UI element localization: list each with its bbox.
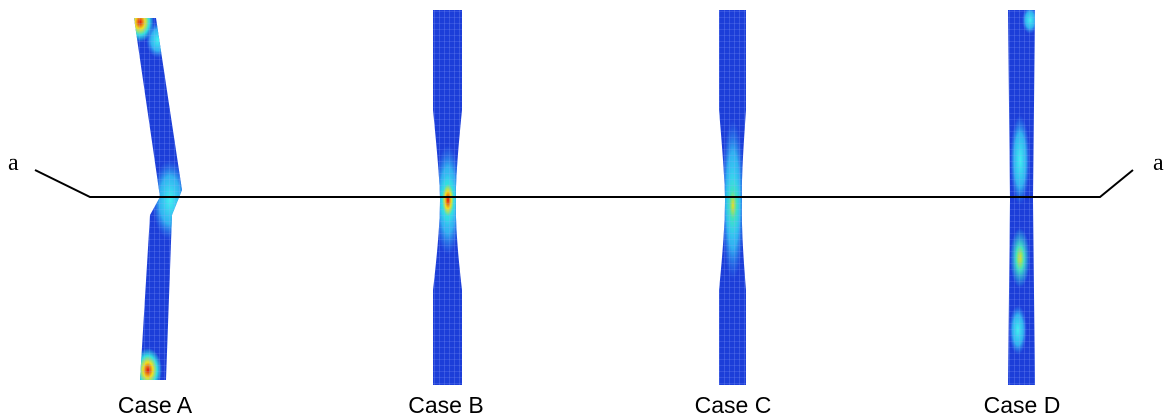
specimen-b: [425, 10, 470, 390]
figure: a a Case A Case B Case C Case D: [0, 0, 1175, 420]
case-label: Case A: [118, 392, 193, 418]
case-label: Case B: [408, 392, 483, 418]
case-label: Case C: [695, 392, 772, 418]
page: {"section_line": {"left_label": "a", "ri…: [0, 0, 1175, 420]
section-line: [35, 170, 1133, 197]
section-label: a: [8, 150, 19, 176]
specimen-c: [712, 10, 752, 390]
case-label: Case D: [984, 392, 1061, 418]
section-label: a: [1153, 150, 1164, 176]
